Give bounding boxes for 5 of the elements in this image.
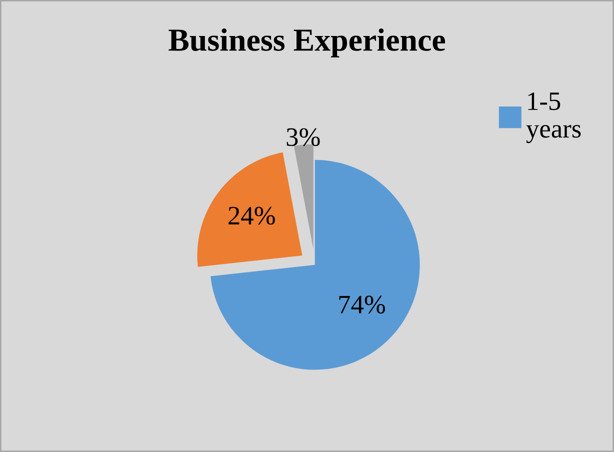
legend-label: 1-5 years [526,92,581,144]
chart-title: Business Experience [168,28,446,58]
data-label: 3% [286,128,320,146]
data-label: 24% [228,206,275,225]
data-label: 74% [339,296,386,314]
